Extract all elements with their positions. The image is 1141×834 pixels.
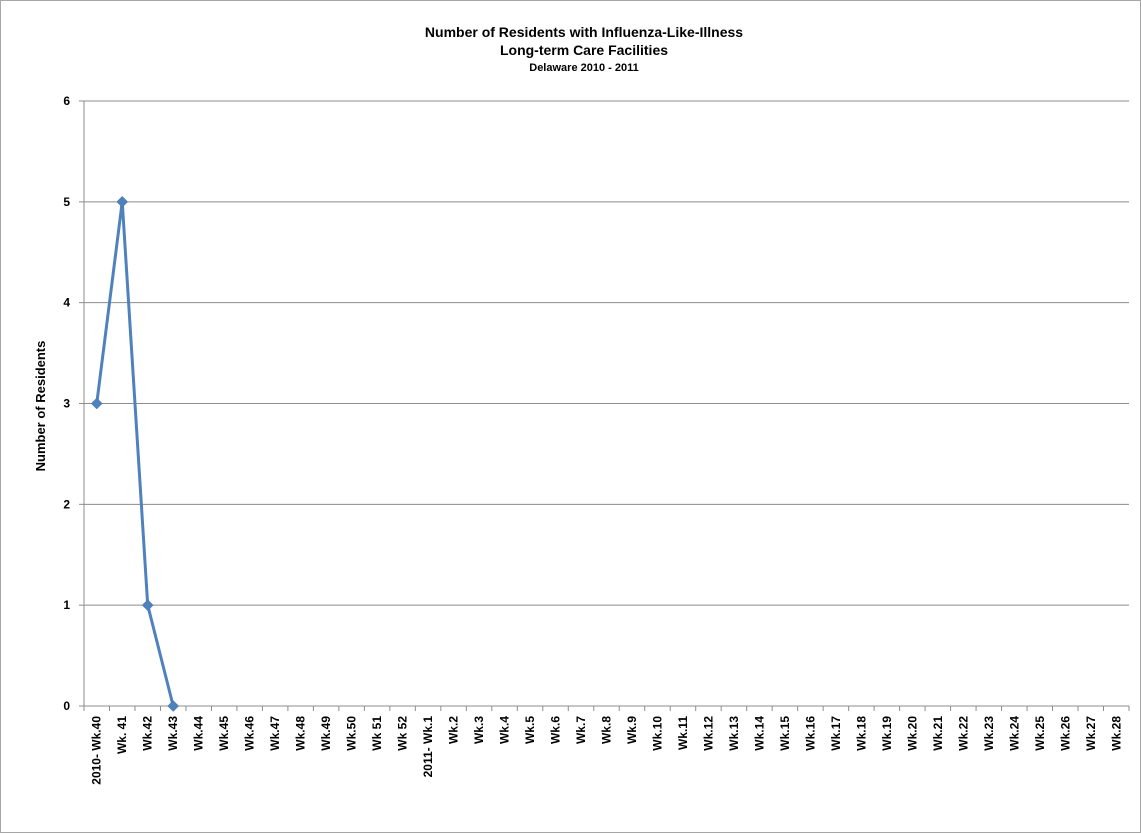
x-tick-label: Wk.21 <box>931 716 945 751</box>
series-line <box>95 200 175 707</box>
data-point-marker <box>90 397 103 410</box>
x-tick-label: Wk.3 <box>472 716 486 744</box>
x-tick-label: Wk.10 <box>650 716 664 751</box>
x-tick-label: Wk.18 <box>854 716 868 751</box>
x-tick-label: Wk.49 <box>319 716 333 751</box>
x-tick-label: Wk.50 <box>345 716 359 751</box>
y-axis-title: Number of Residents <box>33 341 48 472</box>
x-tick-label: Wk.6 <box>549 716 563 744</box>
y-tick-label: 5 <box>63 195 70 209</box>
x-tick-label: Wk.22 <box>956 716 970 751</box>
y-axis-ticks: 0 1 2 3 4 5 6 <box>63 94 70 713</box>
x-tick-label: Wk 52 <box>396 716 410 751</box>
x-tick-label: Wk.12 <box>701 716 715 751</box>
y-tick-label: 2 <box>63 497 70 511</box>
x-tick-label: Wk.4 <box>498 716 512 744</box>
data-point-marker <box>141 599 154 612</box>
x-tick-label: Wk.9 <box>625 716 639 744</box>
data-point-marker <box>167 700 180 712</box>
y-tick-label: 4 <box>63 296 70 310</box>
x-tick-label: Wk.14 <box>752 716 766 751</box>
x-tick-label: Wk.28 <box>1109 716 1123 751</box>
x-tick-label: Wk.15 <box>778 716 792 751</box>
x-tick-label: Wk.5 <box>523 716 537 744</box>
x-tick-label: Wk.17 <box>829 716 843 751</box>
x-tick-label: Wk.19 <box>880 716 894 751</box>
chart-title: Number of Residents with Influenza-Like-… <box>425 24 743 40</box>
y-tick-label: 0 <box>63 699 70 713</box>
x-tick-label: Wk.45 <box>217 716 231 751</box>
x-tick-label: Wk.44 <box>192 716 206 751</box>
x-tick-label: Wk.24 <box>1007 716 1021 751</box>
y-tick-label: 6 <box>63 94 70 108</box>
x-tick-label: Wk.13 <box>727 716 741 751</box>
x-tick-label: Wk.42 <box>141 716 155 751</box>
x-tick-label: Wk.43 <box>166 716 180 751</box>
x-tick-label: 2010- Wk.40 <box>90 716 104 785</box>
x-tick-label: Wk.7 <box>574 716 588 744</box>
series-layer <box>90 195 180 712</box>
chart-subtitle-region: Delaware 2010 - 2011 <box>529 62 638 74</box>
x-tick-label: Wk.27 <box>1084 716 1098 751</box>
x-tick-label: Wk.16 <box>803 716 817 751</box>
axes <box>79 100 1130 711</box>
x-tick-label: Wk.47 <box>268 716 282 751</box>
gridlines <box>84 100 1129 606</box>
x-tick-label: Wk.11 <box>676 716 690 750</box>
data-point-marker <box>116 195 129 208</box>
y-tick-label: 1 <box>63 598 70 612</box>
x-tick-label: Wk.8 <box>600 716 614 744</box>
x-tick-label: Wk.25 <box>1033 716 1047 751</box>
y-tick-label: 3 <box>63 397 70 411</box>
x-axis-ticks: 2010- Wk.40 Wk. 41 Wk.42 Wk.43 Wk.44 Wk.45 Wk.… <box>90 716 1124 785</box>
x-tick-label: Wk.20 <box>905 716 919 751</box>
x-tick-label: Wk.26 <box>1058 716 1072 751</box>
x-tick-label: Wk.23 <box>982 716 996 751</box>
x-tick-label: 2011- Wk.1 <box>421 716 435 778</box>
x-tick-label: Wk. 41 <box>115 716 129 754</box>
x-tick-label: Wk 51 <box>370 716 384 751</box>
chart-subtitle: Long-term Care Facilities <box>500 42 668 58</box>
x-tick-label: Wk.48 <box>294 716 308 751</box>
x-tick-label: Wk.46 <box>243 716 257 751</box>
x-tick-label: Wk.2 <box>447 716 461 744</box>
